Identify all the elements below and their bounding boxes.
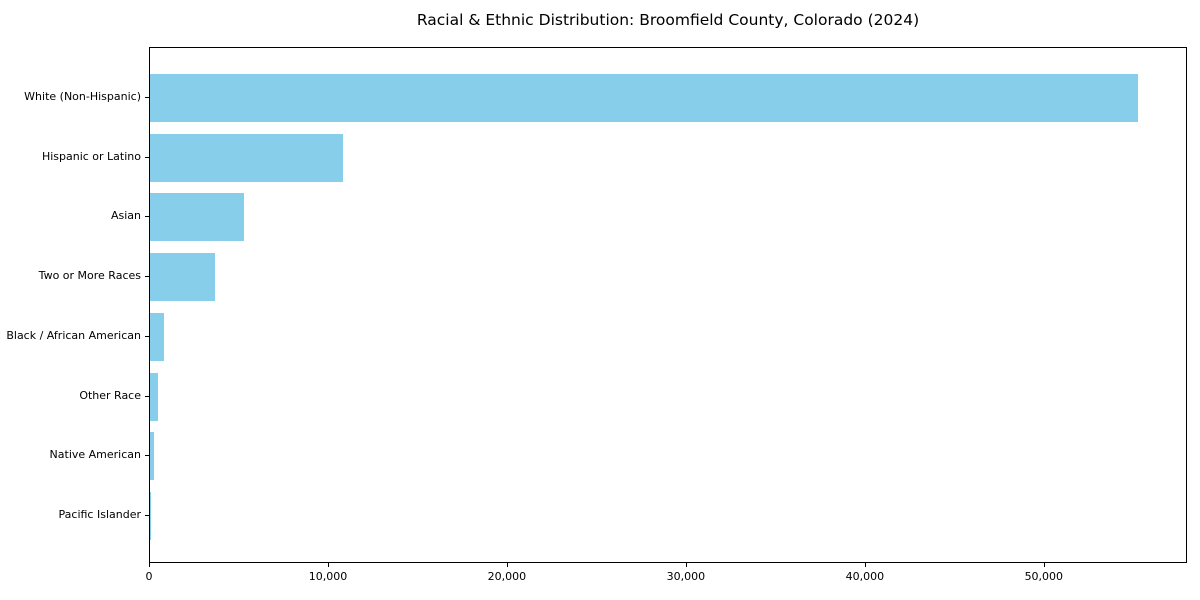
y-axis-category-label: Other Race — [79, 388, 141, 402]
y-axis-category-label: Asian — [110, 209, 141, 223]
y-axis-category-label: Native American — [49, 448, 141, 462]
x-tick-mark — [1043, 563, 1045, 567]
y-tick-mark — [145, 156, 149, 158]
y-tick-mark — [145, 395, 149, 397]
chart-title: Racial & Ethnic Distribution: Broomfield… — [416, 11, 920, 29]
bar-white-non-hispanic — [150, 74, 1138, 122]
y-axis-category-label: White (Non-Hispanic) — [24, 90, 141, 103]
x-tick-mark — [149, 563, 150, 567]
x-tick-label: 30,000 — [666, 570, 706, 583]
x-tick-mark — [685, 563, 687, 567]
x-tick-label: 20,000 — [487, 570, 527, 583]
y-axis-category-label: Two or More Races — [38, 269, 141, 283]
x-tick-label: 0 — [145, 570, 153, 583]
y-tick-mark — [145, 216, 149, 218]
bar-hispanic-or-latino — [150, 133, 344, 182]
bar-native-american — [150, 432, 154, 481]
y-tick-mark — [145, 455, 149, 457]
y-tick-mark — [145, 514, 149, 516]
y-axis-category-label: Hispanic or Latino — [41, 149, 141, 163]
y-tick-mark — [145, 335, 149, 337]
y-axis-category-label: Pacific Islander — [58, 507, 141, 521]
x-tick-mark — [864, 563, 866, 567]
bar-asian — [150, 193, 244, 242]
x-tick-mark — [327, 563, 329, 567]
bar-two-or-more-races — [150, 253, 216, 302]
y-axis-category-label: Black / African American — [6, 328, 141, 342]
x-tick-label: 40,000 — [845, 570, 885, 583]
x-tick-label: 10,000 — [308, 570, 348, 583]
bar-other-race — [150, 372, 159, 421]
y-tick-mark — [145, 97, 149, 98]
plot-area — [149, 47, 1187, 563]
x-tick-mark — [506, 563, 508, 567]
bar-black-african-american — [150, 312, 165, 361]
x-tick-label: 50,000 — [1024, 570, 1064, 583]
y-tick-mark — [145, 276, 149, 278]
bar-pacific-islander — [150, 491, 152, 540]
